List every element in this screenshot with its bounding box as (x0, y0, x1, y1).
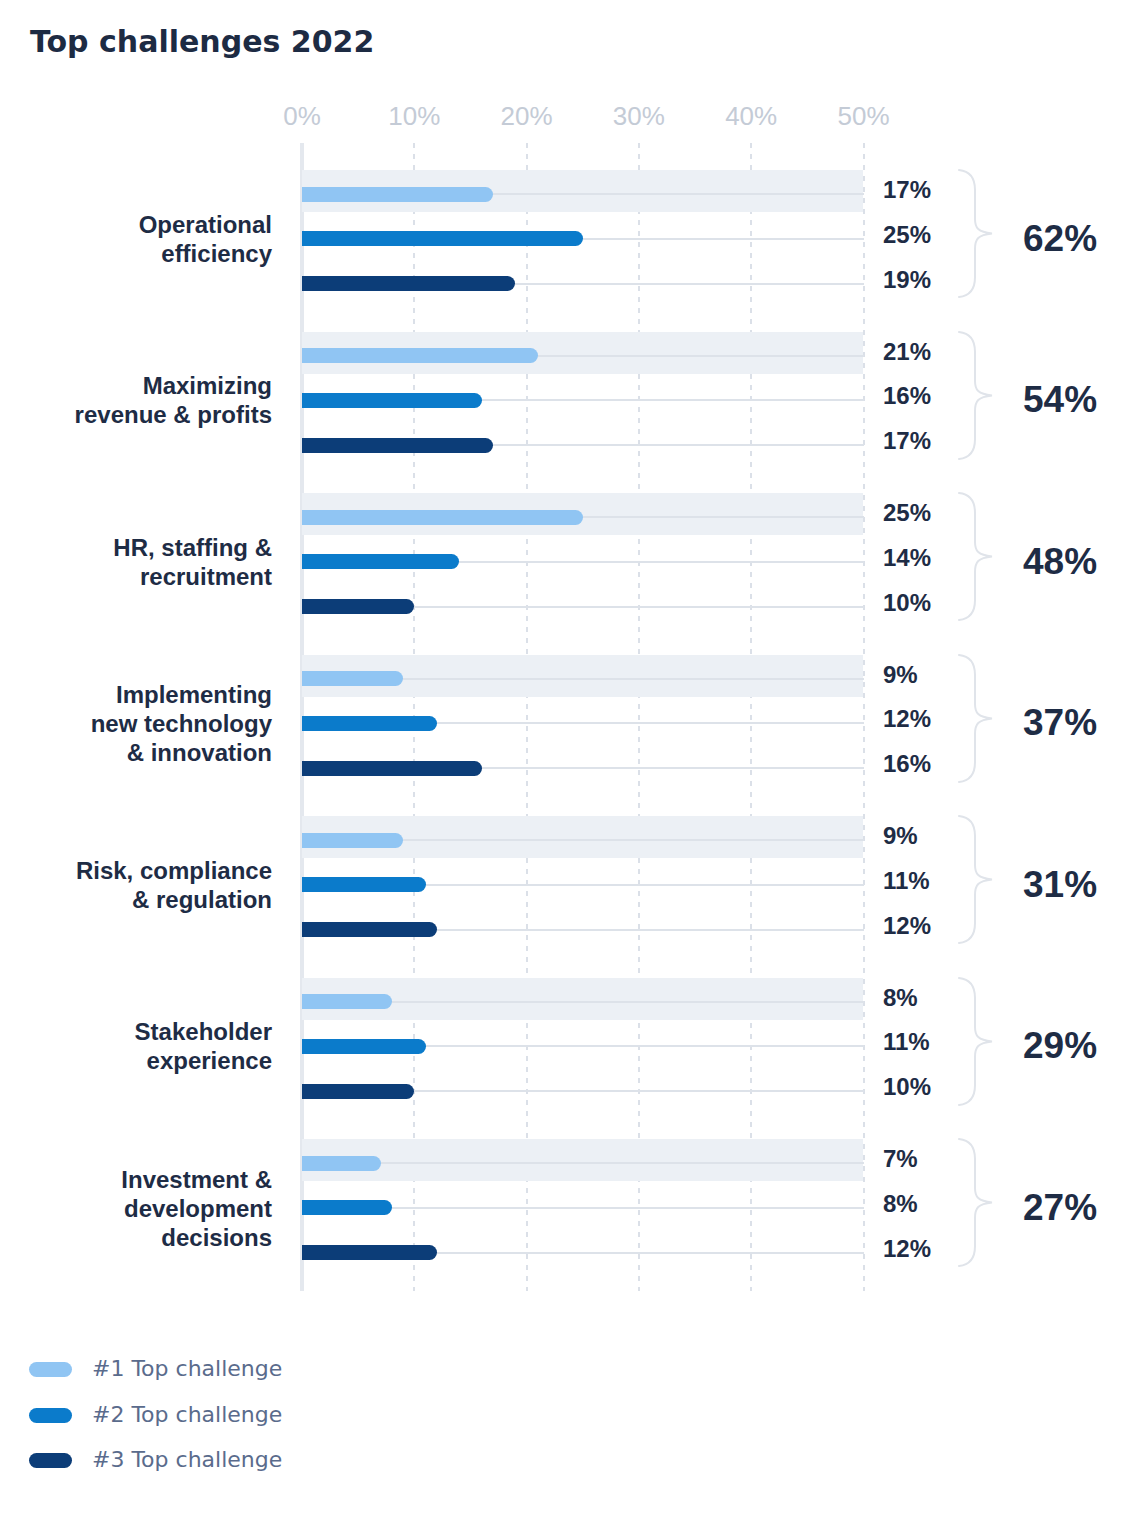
bar-rank3 (302, 761, 482, 776)
x-gridline (863, 143, 865, 1291)
category-label-line: efficiency (20, 239, 272, 268)
bar-value-label: 8% (883, 984, 918, 1012)
bar-rank2 (302, 1200, 392, 1215)
category-label-line: revenue & profits (20, 400, 272, 429)
category-label-line: Stakeholder (20, 1017, 272, 1046)
group-total-label: 29% (1023, 1025, 1097, 1067)
bar-value-label: 8% (883, 1190, 918, 1218)
bar-rank2 (302, 554, 459, 569)
bar-value-label: 10% (883, 589, 931, 617)
x-axis-tick-label: 20% (501, 101, 553, 131)
bar-value-label: 11% (883, 1028, 930, 1056)
group-total-label: 54% (1023, 379, 1097, 421)
bar-rank2 (302, 231, 583, 246)
legend-swatch-rank2 (29, 1408, 72, 1423)
group-total-label: 48% (1023, 541, 1097, 583)
category-label-line: Operational (20, 210, 272, 239)
group-total-label: 37% (1023, 702, 1097, 744)
group-total-label: 27% (1023, 1187, 1097, 1229)
bar-value-label: 9% (883, 661, 918, 689)
category-label-line: decisions (20, 1222, 272, 1251)
bar-rank1 (302, 1156, 381, 1171)
category-label: Implementingnew technology& innovation (20, 680, 272, 767)
bar-rank1 (302, 833, 403, 848)
group-brace (958, 977, 994, 1110)
category-label-line: Investment & (20, 1164, 272, 1193)
category-label: Investment &developmentdecisions (20, 1164, 272, 1251)
bar-value-label: 11% (883, 867, 930, 895)
group-total-label: 31% (1023, 864, 1097, 906)
group-brace (958, 815, 994, 948)
legend-swatch-rank3 (29, 1453, 72, 1468)
group-brace (958, 654, 994, 787)
category-label: Maximizingrevenue & profits (20, 371, 272, 429)
category-label: HR, staffing &recruitment (20, 533, 272, 591)
x-axis-tick-label: 10% (388, 101, 440, 131)
category-label-line: Maximizing (20, 371, 272, 400)
category-label-line: experience (20, 1046, 272, 1075)
category-label-line: Implementing (20, 680, 272, 709)
bar-rank3 (302, 599, 414, 614)
bar-rank1 (302, 994, 392, 1009)
group-brace (958, 331, 994, 464)
bar-rank1 (302, 348, 538, 363)
legend-label: #2 Top challenge (92, 1400, 282, 1430)
bar-rank3 (302, 922, 437, 937)
bar-value-label: 17% (883, 176, 931, 204)
bar-value-label: 7% (883, 1145, 918, 1173)
bar-rank3 (302, 1084, 414, 1099)
bar-value-label: 16% (883, 750, 931, 778)
bar-rank2 (302, 1039, 426, 1054)
x-axis-tick-label: 50% (837, 101, 889, 131)
bar-rank3 (302, 438, 493, 453)
bar-track-line (302, 1162, 864, 1164)
category-label-line: & innovation (20, 738, 272, 767)
bar-value-label: 12% (883, 912, 931, 940)
bar-rank3 (302, 1245, 437, 1260)
x-axis-tick-label: 40% (725, 101, 777, 131)
category-label-line: Risk, compliance (20, 856, 272, 885)
bar-rank2 (302, 877, 426, 892)
x-gridline (526, 143, 528, 1291)
x-axis-tick-label: 30% (613, 101, 665, 131)
category-label-line: new technology (20, 709, 272, 738)
bar-value-label: 19% (883, 266, 931, 294)
category-label-line: recruitment (20, 562, 272, 591)
bar-value-label: 25% (883, 499, 931, 527)
group-brace (958, 492, 994, 625)
bar-value-label: 12% (883, 1235, 931, 1263)
bar-rank3 (302, 276, 515, 291)
bar-rank1 (302, 671, 403, 686)
bar-value-label: 16% (883, 382, 931, 410)
chart-title: Top challenges 2022 (30, 24, 374, 60)
legend-swatch-rank1 (29, 1362, 72, 1377)
bar-value-label: 21% (883, 338, 931, 366)
row-highlight-band (302, 1139, 863, 1181)
bar-value-label: 14% (883, 544, 931, 572)
bar-rank2 (302, 393, 482, 408)
group-brace (958, 1138, 994, 1271)
bar-value-label: 25% (883, 221, 931, 249)
x-axis-tick-label: 0% (283, 101, 321, 131)
bar-rank2 (302, 716, 437, 731)
legend-label: #3 Top challenge (92, 1445, 282, 1475)
category-label: Stakeholderexperience (20, 1017, 272, 1075)
category-label: Risk, compliance& regulation (20, 856, 272, 914)
group-brace (958, 169, 994, 302)
bar-value-label: 12% (883, 705, 931, 733)
category-label: Operationalefficiency (20, 210, 272, 268)
category-label-line: development (20, 1193, 272, 1222)
bar-value-label: 9% (883, 822, 918, 850)
bar-rank1 (302, 187, 493, 202)
group-total-label: 62% (1023, 218, 1097, 260)
category-label-line: HR, staffing & (20, 533, 272, 562)
legend-label: #1 Top challenge (92, 1354, 282, 1384)
category-label-line: & regulation (20, 885, 272, 914)
bar-value-label: 10% (883, 1073, 931, 1101)
bar-value-label: 17% (883, 427, 931, 455)
bar-rank1 (302, 510, 583, 525)
x-gridline (638, 143, 640, 1291)
x-gridline (750, 143, 752, 1291)
